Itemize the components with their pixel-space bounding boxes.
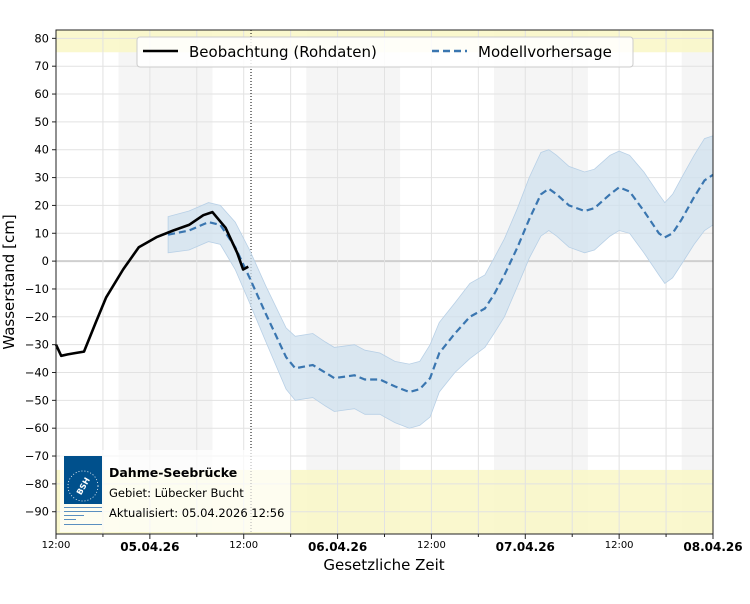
night-band [306, 30, 401, 534]
legend-label-forecast: Modellvorhersage [478, 43, 612, 61]
y-tick-label: 10 [34, 226, 49, 240]
legend: Beobachtung (Rohdaten) Modellvorhersage [136, 36, 634, 68]
update-time: Aktualisiert: 05.04.2026 12:56 [109, 506, 284, 520]
x-tick-label: 05.04.26 [120, 540, 179, 554]
y-tick-label: −40 [25, 365, 49, 379]
station-name: Dahme-Seebrücke [109, 465, 237, 480]
y-tick-label: 70 [34, 59, 49, 73]
y-tick-label: −20 [25, 310, 49, 324]
x-tick-label: 07.04.26 [496, 540, 555, 554]
bsh-logo: BSH [64, 456, 102, 525]
y-tick-label: −90 [25, 505, 49, 519]
x-tick-label: 06.04.26 [308, 540, 367, 554]
y-tick-label: 50 [34, 115, 49, 129]
x-tick-label: 08.04.26 [683, 540, 742, 554]
x-tick-label: 12:00 [417, 540, 446, 551]
night-band [681, 30, 713, 534]
plot-frame [55, 29, 714, 535]
y-tick-label: −30 [25, 338, 49, 352]
y-tick-label: −10 [25, 282, 49, 296]
y-tick-label: 80 [34, 31, 49, 45]
y-tick-label: 60 [34, 87, 49, 101]
x-tick-label: 12:00 [42, 540, 71, 551]
info-box: BSH Dahme-Seebrücke Gebiet: Lübecker Buc… [60, 450, 290, 532]
legend-label-observation: Beobachtung (Rohdaten) [189, 43, 377, 61]
y-tick-label: −50 [25, 393, 49, 407]
y-tick-label: 30 [34, 171, 49, 185]
station-area: Gebiet: Lübecker Bucht [109, 486, 244, 500]
x-tick-label: 12:00 [605, 540, 634, 551]
y-tick-label: 0 [42, 254, 49, 268]
x-axis-label: Gesetzliche Zeit [323, 556, 444, 574]
y-tick-label: 20 [34, 198, 49, 212]
observation-line [54, 210, 249, 358]
y-tick-label: −70 [25, 449, 49, 463]
y-axis-label: Wasserstand [cm] [0, 214, 18, 349]
x-tick-label: 12:00 [229, 540, 258, 551]
y-tick-label: 40 [34, 143, 49, 157]
y-tick-label: −60 [25, 421, 49, 435]
forecast-line [167, 173, 714, 394]
y-tick-label: −80 [25, 477, 49, 491]
